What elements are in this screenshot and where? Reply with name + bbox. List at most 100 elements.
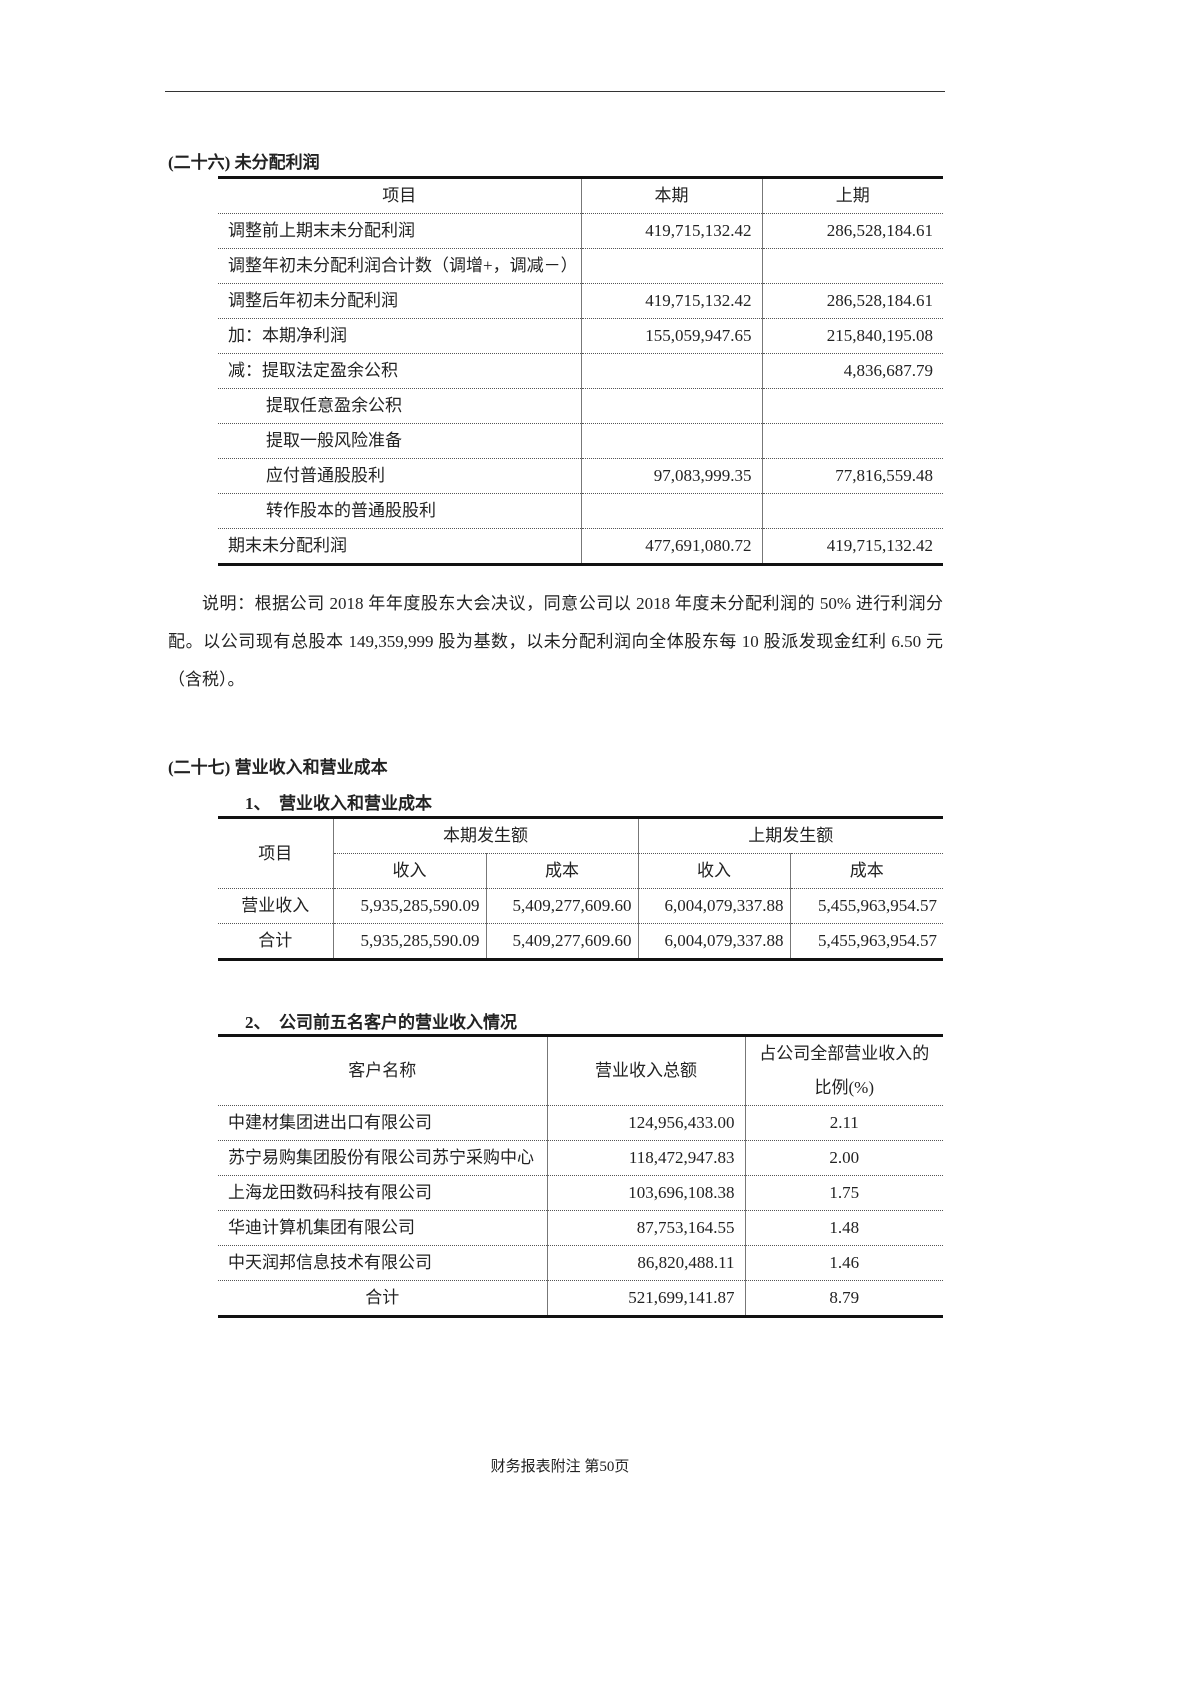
- customer-name: 中建材集团进出口有限公司: [218, 1105, 548, 1141]
- table-row: 上海龙田数码科技有限公司 103,696,108.38 1.75: [218, 1175, 943, 1211]
- table-header-row: 项目 本期 上期: [218, 176, 943, 214]
- revenue-amount: 521,699,141.87: [547, 1280, 746, 1318]
- section-26-title: (二十六) 未分配利润: [168, 153, 320, 172]
- table-row: 减：提取法定盈余公积 4,836,687.79: [218, 353, 943, 389]
- current-value: 477,691,080.72: [581, 528, 763, 566]
- previous-value: [762, 493, 943, 529]
- previous-value: [762, 388, 943, 424]
- header-previous: 上期: [762, 176, 943, 214]
- table-row: 调整后年初未分配利润 419,715,132.42 286,528,184.61: [218, 283, 943, 319]
- revenue-amount: 86,820,488.11: [547, 1245, 746, 1281]
- revenue-percent: 2.11: [745, 1105, 943, 1141]
- previous-value: [762, 423, 943, 459]
- table-row: 合计 521,699,141.87 8.79: [218, 1280, 943, 1318]
- note-paragraph: 说明：根据公司 2018 年年度股东大会决议，同意公司以 2018 年度未分配利…: [168, 594, 943, 689]
- table-row: 期末未分配利润 477,691,080.72 419,715,132.42: [218, 528, 943, 566]
- current-value: [581, 423, 763, 459]
- revenue-percent: 8.79: [745, 1280, 943, 1318]
- revenue-percent: 1.48: [745, 1210, 943, 1246]
- amount-cell: 5,409,277,609.60: [486, 923, 639, 961]
- amount-cell: 5,935,285,590.09: [333, 923, 487, 961]
- row-item: 调整前上期末未分配利润: [218, 213, 582, 249]
- header-income: 收入: [638, 853, 791, 889]
- current-value: [581, 493, 763, 529]
- row-item: 调整后年初未分配利润: [218, 283, 582, 319]
- previous-value: 419,715,132.42: [762, 528, 943, 566]
- header-rule: [165, 91, 945, 92]
- current-value: [581, 353, 763, 389]
- amount-cell: 5,409,277,609.60: [486, 888, 639, 924]
- table-row: 提取任意盈余公积: [218, 388, 943, 424]
- revenue-amount: 87,753,164.55: [547, 1210, 746, 1246]
- revenue-amount: 118,472,947.83: [547, 1140, 746, 1176]
- row-item: 调整年初未分配利润合计数（调增+，调减－）: [218, 248, 582, 284]
- header-amount: 营业收入总额: [547, 1034, 746, 1106]
- current-value: [581, 248, 763, 284]
- revenue-cost-table: 项目 本期发生额 上期发生额 收入 成本 收入 成本 营业收入 5,935,285,590.…: [218, 816, 943, 961]
- subsection-2-title: 2、 公司前五名客户的营业收入情况: [245, 1013, 517, 1032]
- row-item: 提取一般风险准备: [218, 423, 582, 459]
- header-income: 收入: [333, 853, 487, 889]
- header-cost: 成本: [790, 853, 943, 889]
- row-item: 期末未分配利润: [218, 528, 582, 566]
- header-previous-period: 上期发生额: [638, 816, 943, 854]
- customer-name: 合计: [218, 1280, 548, 1318]
- revenue-amount: 103,696,108.38: [547, 1175, 746, 1211]
- table-row: 转作股本的普通股股利: [218, 493, 943, 529]
- row-item: 减：提取法定盈余公积: [218, 353, 582, 389]
- table-row: 营业收入 5,935,285,590.09 5,409,277,609.60 6,00…: [218, 888, 943, 924]
- previous-value: 77,816,559.48: [762, 458, 943, 494]
- previous-value: 4,836,687.79: [762, 353, 943, 389]
- amount-cell: 5,935,285,590.09: [333, 888, 487, 924]
- table-row: 加：本期净利润 155,059,947.65 215,840,195.08: [218, 318, 943, 354]
- subsection-1-title: 1、 营业收入和营业成本: [245, 794, 432, 813]
- table-row: 华迪计算机集团有限公司 87,753,164.55 1.48: [218, 1210, 943, 1246]
- previous-value: 286,528,184.61: [762, 213, 943, 249]
- header-current: 本期: [581, 176, 763, 214]
- customer-name: 华迪计算机集团有限公司: [218, 1210, 548, 1246]
- customer-name: 苏宁易购集团股份有限公司苏宁采购中心: [218, 1140, 548, 1176]
- previous-value: 286,528,184.61: [762, 283, 943, 319]
- current-value: 419,715,132.42: [581, 283, 763, 319]
- row-item: 应付普通股股利: [218, 458, 582, 494]
- top-customers-table: 客户名称 营业收入总额 占公司全部营业收入的比例(%) 中建材集团进出口有限公司 12…: [218, 1034, 943, 1318]
- amount-cell: 5,455,963,954.57: [790, 888, 943, 924]
- undistributed-profit-table: 项目 本期 上期 调整前上期末未分配利润 419,715,132.42 286,528,…: [218, 176, 943, 566]
- previous-value: [762, 248, 943, 284]
- current-value: 155,059,947.65: [581, 318, 763, 354]
- revenue-amount: 124,956,433.00: [547, 1105, 746, 1141]
- header-current-period: 本期发生额: [333, 816, 639, 854]
- amount-cell: 6,004,079,337.88: [638, 888, 791, 924]
- table-row: 应付普通股股利 97,083,999.35 77,816,559.48: [218, 458, 943, 494]
- section-27-title: (二十七) 营业收入和营业成本: [168, 758, 388, 777]
- row-item: 合计: [218, 923, 334, 961]
- revenue-percent: 1.46: [745, 1245, 943, 1281]
- header-percent: 占公司全部营业收入的比例(%): [745, 1034, 943, 1106]
- row-item: 加：本期净利润: [218, 318, 582, 354]
- header-cost: 成本: [486, 853, 639, 889]
- table-row: 中天润邦信息技术有限公司 86,820,488.11 1.46: [218, 1245, 943, 1281]
- row-item: 营业收入: [218, 888, 334, 924]
- table-row: 提取一般风险准备: [218, 423, 943, 459]
- previous-value: 215,840,195.08: [762, 318, 943, 354]
- current-value: 97,083,999.35: [581, 458, 763, 494]
- header-item: 项目: [218, 816, 334, 889]
- table-row: 中建材集团进出口有限公司 124,956,433.00 2.11: [218, 1105, 943, 1141]
- table-row: 合计 5,935,285,590.09 5,409,277,609.60 6,004,…: [218, 923, 943, 961]
- table-row: 调整年初未分配利润合计数（调增+，调减－）: [218, 248, 943, 284]
- header-customer: 客户名称: [218, 1034, 548, 1106]
- amount-cell: 6,004,079,337.88: [638, 923, 791, 961]
- current-value: 419,715,132.42: [581, 213, 763, 249]
- customer-name: 上海龙田数码科技有限公司: [218, 1175, 548, 1211]
- table-row: 调整前上期末未分配利润 419,715,132.42 286,528,184.61: [218, 213, 943, 249]
- header-item: 项目: [218, 176, 582, 214]
- current-value: [581, 388, 763, 424]
- amount-cell: 5,455,963,954.57: [790, 923, 943, 961]
- revenue-percent: 1.75: [745, 1175, 943, 1211]
- revenue-percent: 2.00: [745, 1140, 943, 1176]
- row-item: 提取任意盈余公积: [218, 388, 582, 424]
- page-footer: 财务报表附注 第50页: [490, 1459, 630, 1475]
- row-item: 转作股本的普通股股利: [218, 493, 582, 529]
- customer-name: 中天润邦信息技术有限公司: [218, 1245, 548, 1281]
